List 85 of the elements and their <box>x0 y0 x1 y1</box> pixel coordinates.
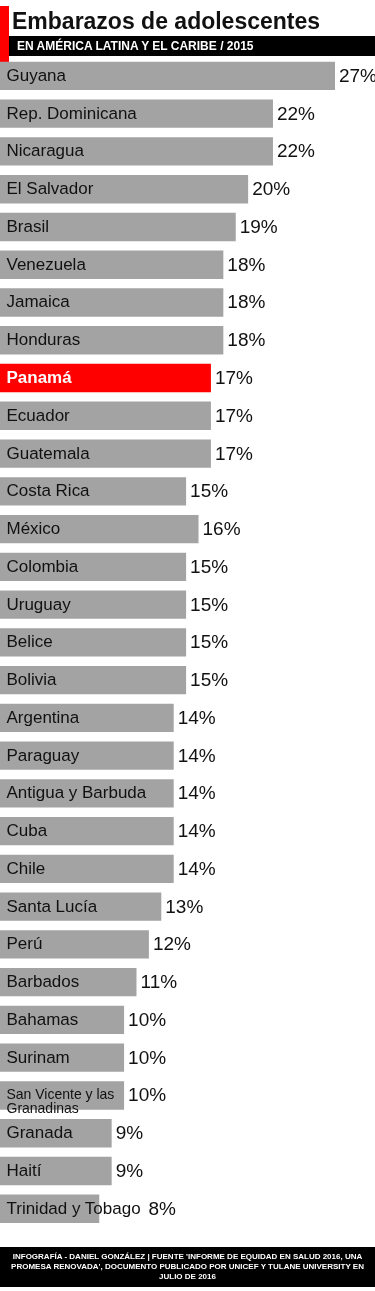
bar <box>0 288 224 317</box>
y-tick-label: Granada <box>6 1123 74 1143</box>
y-tick-label: Perú <box>6 934 43 954</box>
bar <box>0 250 224 279</box>
bar <box>0 439 211 468</box>
bar <box>0 363 211 393</box>
y-tick-label: Bolivia <box>6 670 58 690</box>
y-tick-label: El Salvador <box>6 179 94 199</box>
data-label: 18% <box>227 291 266 313</box>
data-label: 14% <box>177 744 216 766</box>
data-label: 10% <box>128 1046 167 1068</box>
bar <box>0 514 199 544</box>
data-label: 10% <box>128 1008 167 1030</box>
data-label: 16% <box>202 518 241 540</box>
y-tick-label: Santa Lucía <box>6 896 98 916</box>
data-label: 22% <box>276 102 316 124</box>
data-label: 9% <box>115 1122 144 1144</box>
data-label: 14% <box>177 857 216 879</box>
y-tick-label: Argentina <box>6 707 80 727</box>
y-tick-label: Trinidad y Tobago <box>6 1198 141 1218</box>
bar <box>0 930 149 959</box>
bar <box>0 628 187 657</box>
bar <box>0 665 187 695</box>
chart-subtitle: EN AMÉRICA LATINA Y EL CARIBE / 2015 <box>9 36 375 56</box>
bar <box>0 137 273 166</box>
data-label: 17% <box>214 442 254 464</box>
data-label: 15% <box>190 669 229 691</box>
y-tick-label: Nicaragua <box>6 141 85 161</box>
data-label: 14% <box>177 782 216 804</box>
y-tick-label: Antigua y Barbuda <box>6 783 147 803</box>
y-tick-label: Haití <box>6 1160 42 1180</box>
bar <box>0 175 249 204</box>
data-label: 15% <box>190 480 229 502</box>
data-label: 10% <box>128 1084 167 1106</box>
bar <box>0 741 174 770</box>
y-tick-label: Rep. Dominicana <box>6 103 138 123</box>
data-label: 11% <box>140 971 178 993</box>
bar <box>0 854 174 884</box>
data-label: 13% <box>165 895 204 917</box>
y-tick-label: Belice <box>6 632 53 652</box>
bar <box>0 816 174 846</box>
bar <box>0 590 187 619</box>
y-tick-label: San Vicente y las Granadinas <box>6 1086 115 1117</box>
y-tick-label: Guatemala <box>6 443 91 463</box>
bar <box>0 401 211 430</box>
data-label: 15% <box>190 593 229 615</box>
y-tick-label: Venezuela <box>6 254 87 274</box>
y-tick-label: Surinam <box>6 1047 70 1067</box>
data-label: 17% <box>214 404 254 426</box>
data-label: 14% <box>177 706 216 728</box>
bar <box>0 703 174 733</box>
bar <box>0 212 236 242</box>
data-label: 20% <box>252 178 291 200</box>
y-tick-label: Uruguay <box>6 594 72 614</box>
data-label: 19% <box>239 215 278 237</box>
y-tick-label: Colombia <box>6 556 79 576</box>
y-tick-label: Barbados <box>6 972 80 992</box>
data-label: 22% <box>276 140 316 162</box>
data-label: 9% <box>115 1159 144 1181</box>
y-tick-label: Chile <box>6 858 46 878</box>
y-tick-label: Guyana <box>6 65 67 85</box>
y-tick-label: Honduras <box>6 330 81 350</box>
y-tick-label: México <box>6 519 61 539</box>
y-tick-label: Costa Rica <box>6 481 91 501</box>
bar <box>0 1156 112 1186</box>
bar <box>0 552 187 581</box>
bar <box>0 61 335 91</box>
y-tick-label: Panamá <box>6 368 73 388</box>
data-label: 17% <box>214 367 254 389</box>
data-label: 12% <box>152 933 192 955</box>
data-label: 18% <box>227 329 266 351</box>
y-tick-label: Ecuador <box>6 405 71 425</box>
y-tick-label: Cuba <box>6 821 48 841</box>
data-label: 14% <box>177 820 216 842</box>
bar <box>0 326 224 355</box>
chart-title: Embarazos de adolescentes <box>12 7 322 36</box>
text: INFOGRAFÍA - DANIEL GONZÁLEZ | FUENTE 'INFORME DE EQUIDAD EN SALUD 2016, UNA PROMESA RENOVADA', DOCUMENTO PUBLICADO POR UNICEF Y TULANE UNIVERSITY EN JULIO DE 2016 <box>0 1246 375 1287</box>
data-label: 8% <box>148 1197 177 1219</box>
y-tick-label: Jamaica <box>6 292 71 312</box>
data-label: 18% <box>227 253 266 275</box>
data-label: 15% <box>190 555 229 577</box>
data-label: 15% <box>190 631 229 653</box>
y-tick-label: Brasil <box>6 216 49 236</box>
y-tick-label: Paraguay <box>6 745 80 765</box>
y-tick-label: Bahamas <box>6 1009 79 1029</box>
